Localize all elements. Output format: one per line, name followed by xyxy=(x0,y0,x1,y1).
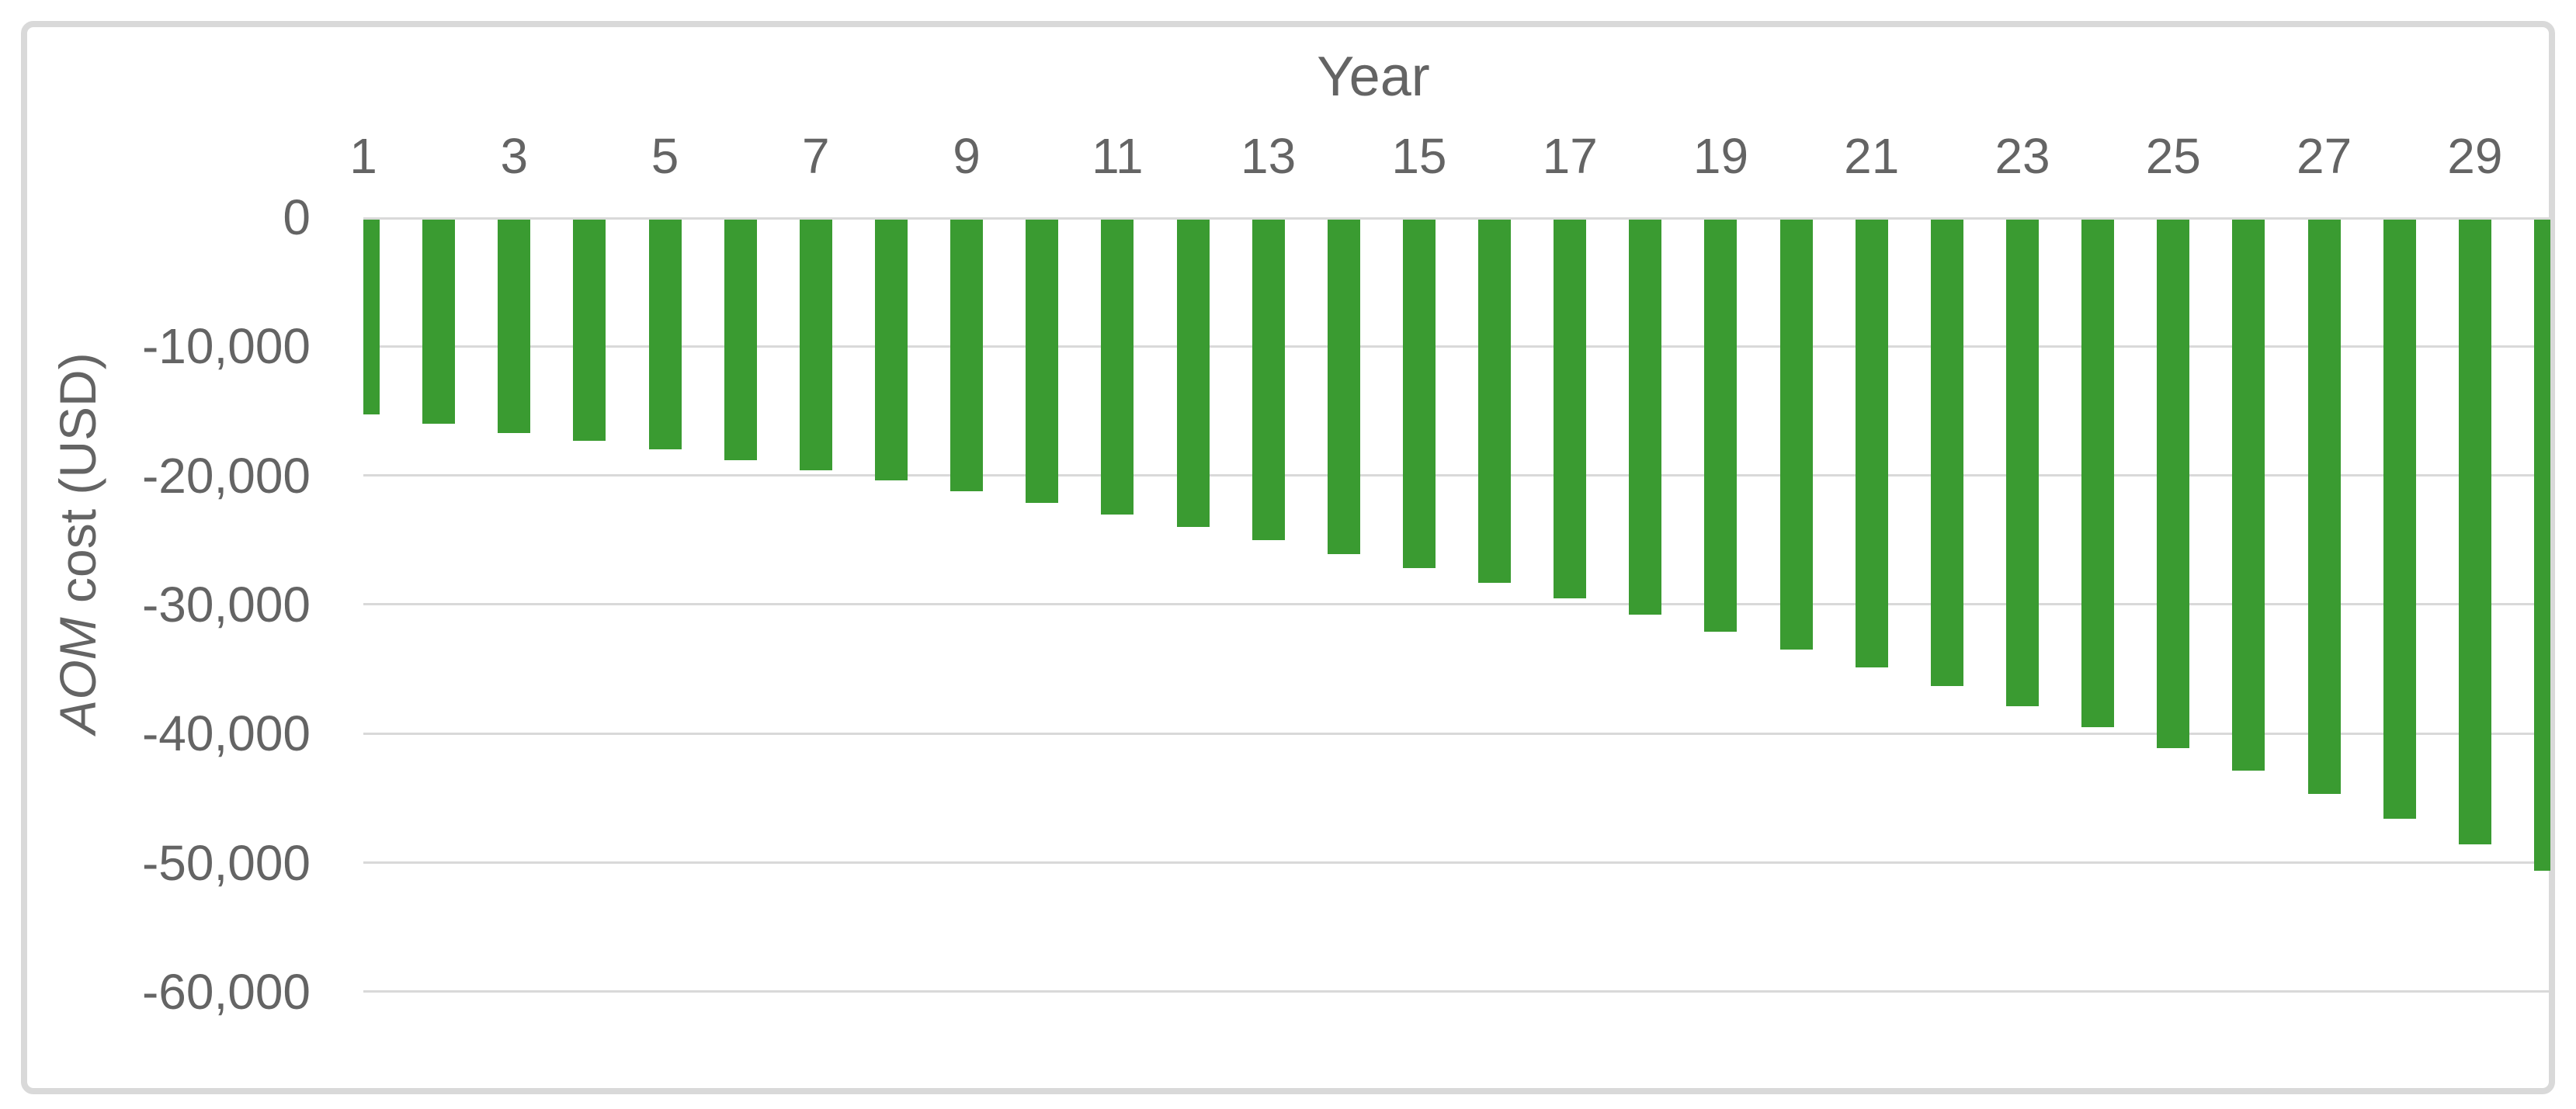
x-tick-label-15: 15 xyxy=(1391,128,1447,184)
bar-year-19 xyxy=(1704,217,1738,632)
bar-year-27 xyxy=(2307,217,2341,795)
gridline--50,000 xyxy=(363,861,2550,865)
x-tick-label-7: 7 xyxy=(802,128,830,184)
bar-year-3 xyxy=(498,217,531,433)
y-tick-label--60,000: -60,000 xyxy=(141,963,311,1020)
y-tick-label-0: 0 xyxy=(283,189,311,245)
gridline--20,000 xyxy=(363,474,2550,477)
x-tick-label-19: 19 xyxy=(1692,128,1749,184)
bar-year-17 xyxy=(1554,217,1587,598)
bar-year-10 xyxy=(1026,217,1059,503)
bar-year-1 xyxy=(363,217,380,415)
bar-year-13 xyxy=(1252,217,1285,540)
bar-year-2 xyxy=(422,217,456,425)
x-tick-label-11: 11 xyxy=(1092,128,1144,184)
bar-year-6 xyxy=(724,217,757,460)
y-tick-label--20,000: -20,000 xyxy=(141,447,311,504)
bar-year-26 xyxy=(2232,217,2265,771)
bar-year-4 xyxy=(573,217,606,441)
bar-year-24 xyxy=(2081,217,2115,727)
x-tick-label-21: 21 xyxy=(1844,128,1900,184)
x-tick-label-29: 29 xyxy=(2447,128,2503,184)
bar-year-7 xyxy=(799,217,832,470)
bar-year-11 xyxy=(1101,217,1134,515)
x-axis-title: Year xyxy=(1317,46,1430,108)
y-axis-title: AOM cost (USD) xyxy=(48,352,107,733)
bar-year-30 xyxy=(2534,217,2550,871)
gridline--30,000 xyxy=(363,603,2550,606)
bar-year-28 xyxy=(2383,217,2416,819)
x-tick-label-1: 1 xyxy=(349,128,377,184)
y-tick-label--30,000: -30,000 xyxy=(141,576,311,632)
bar-year-20 xyxy=(1779,217,1813,650)
bar-year-29 xyxy=(2458,217,2491,845)
bar-year-14 xyxy=(1327,217,1360,555)
bar-year-23 xyxy=(2006,217,2040,707)
bar-year-16 xyxy=(1478,217,1512,583)
plot-area xyxy=(363,217,2550,1056)
x-tick-label-3: 3 xyxy=(500,128,529,184)
bar-year-21 xyxy=(1855,217,1888,668)
bar-year-12 xyxy=(1176,217,1210,528)
zero-axis-line xyxy=(363,217,2550,220)
bar-year-9 xyxy=(950,217,984,491)
x-tick-label-25: 25 xyxy=(2145,128,2201,184)
gridline--40,000 xyxy=(363,732,2550,735)
y-tick-label--50,000: -50,000 xyxy=(141,834,311,891)
gridline--10,000 xyxy=(363,345,2550,348)
gridline--60,000 xyxy=(363,990,2550,993)
x-tick-label-9: 9 xyxy=(953,128,981,184)
x-tick-label-27: 27 xyxy=(2296,128,2352,184)
bar-year-22 xyxy=(1930,217,1963,686)
bar-year-25 xyxy=(2157,217,2190,748)
y-tick-label--40,000: -40,000 xyxy=(141,705,311,762)
bar-year-18 xyxy=(1629,217,1662,615)
bar-year-5 xyxy=(648,217,682,450)
x-tick-label-5: 5 xyxy=(651,128,679,184)
x-tick-label-17: 17 xyxy=(1542,128,1598,184)
x-tick-label-23: 23 xyxy=(1994,128,2050,184)
chart-outer-frame xyxy=(21,21,2555,1094)
y-tick-label--10,000: -10,000 xyxy=(141,318,311,375)
bar-year-15 xyxy=(1402,217,1436,569)
bar-year-8 xyxy=(874,217,908,481)
x-tick-label-13: 13 xyxy=(1241,128,1297,184)
